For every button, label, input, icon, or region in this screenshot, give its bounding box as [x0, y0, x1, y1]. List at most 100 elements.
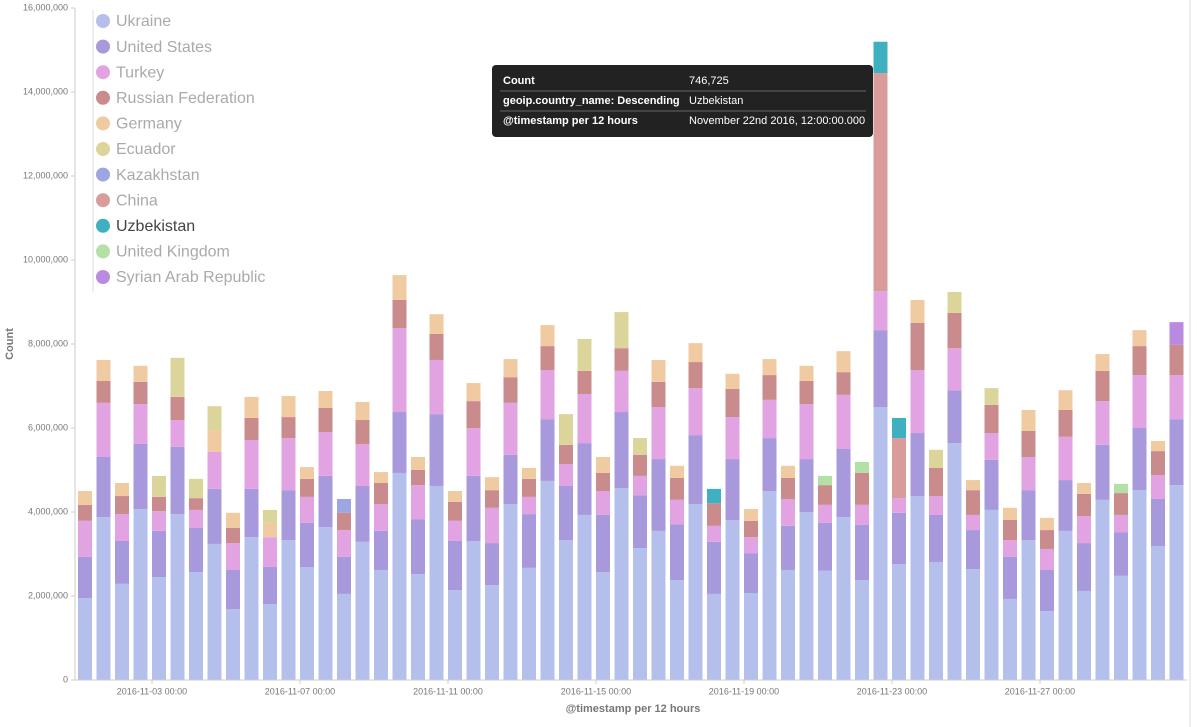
bar-segment — [1169, 419, 1184, 486]
bar-segment — [300, 467, 314, 479]
bar-segment — [688, 343, 703, 363]
bar-segment — [633, 475, 647, 496]
legend-label: Syrian Arab Republic — [116, 269, 265, 286]
bar-segment — [651, 381, 666, 407]
plot — [78, 41, 1184, 680]
bar-segment — [133, 404, 148, 444]
bar-segment — [781, 477, 795, 499]
legend-label: United States — [116, 39, 212, 56]
bar-segment — [1021, 456, 1036, 491]
bar-segment — [189, 572, 203, 680]
bar-segment — [1151, 546, 1165, 680]
bar-segment — [614, 370, 629, 413]
bar-segment — [374, 530, 388, 570]
bar-segment — [281, 417, 296, 439]
bar-segment — [1114, 483, 1128, 494]
bar-segment — [744, 509, 758, 521]
tooltip-key: Count — [503, 75, 535, 87]
bar-segment — [670, 580, 684, 680]
bar-segment — [244, 440, 259, 489]
bar-segment — [1058, 530, 1073, 680]
legend-label: China — [116, 192, 158, 209]
bar-segment — [559, 414, 573, 445]
bar-segment — [836, 517, 851, 680]
bar-segment — [929, 467, 943, 497]
bar-segment — [855, 472, 869, 505]
bar-segment — [318, 391, 333, 408]
bar-segment — [466, 383, 481, 402]
bar-segment — [929, 514, 943, 562]
bar-segment — [1132, 428, 1147, 491]
bar-segment — [966, 514, 980, 531]
bar-segment — [281, 490, 296, 541]
bar-segment — [947, 291, 962, 313]
bar-segment — [818, 570, 832, 680]
bar-segment — [1040, 530, 1054, 549]
bar-segment — [392, 275, 407, 300]
bar-segment — [281, 540, 296, 680]
bar-segment — [170, 514, 185, 680]
bar-segment — [984, 433, 999, 460]
bar-segment — [873, 330, 888, 407]
bar-segment — [133, 509, 148, 680]
bar-segment — [670, 477, 684, 500]
bar-segment — [1077, 483, 1091, 494]
bar-segment — [670, 499, 684, 525]
bar-segment — [503, 359, 518, 378]
bar-segment — [633, 548, 647, 680]
bar-segment — [1077, 543, 1091, 591]
bar-segment — [392, 328, 407, 413]
bar-segment — [651, 359, 666, 382]
bar-segment — [873, 73, 888, 292]
bar-segment — [688, 362, 703, 389]
bar-segment — [96, 456, 111, 518]
bar-segment — [392, 412, 407, 473]
bar-segment — [78, 520, 92, 557]
y-tick-label: 0 — [63, 674, 68, 684]
bar-segment — [244, 396, 259, 418]
bar-segment — [263, 522, 277, 538]
bar-segment — [355, 401, 370, 421]
bar-segment — [1114, 532, 1128, 576]
bar-segment — [355, 541, 370, 680]
bar-segment — [725, 373, 740, 389]
bar-segment — [189, 527, 203, 573]
bar-segment — [577, 443, 592, 515]
bar-segment — [1021, 490, 1036, 541]
y-tick-label: 10,000,000 — [23, 254, 68, 264]
bar-segment — [892, 417, 906, 439]
x-tick-label: 2016-11-07 00:00 — [265, 686, 335, 696]
bar-segment — [1003, 598, 1017, 680]
bar-segment — [115, 483, 129, 497]
bar-segment — [189, 509, 203, 528]
legend-swatch — [96, 193, 110, 208]
bar-segment — [355, 485, 370, 542]
legend-swatch — [96, 14, 110, 28]
bar-segment — [152, 496, 166, 512]
bar-segment — [1095, 444, 1110, 500]
bar-segment — [540, 325, 555, 347]
y-tick-label: 16,000,000 — [23, 2, 68, 12]
bar-segment — [485, 543, 499, 586]
bar-segment — [374, 504, 388, 531]
tooltip-box — [492, 65, 873, 137]
bar-segment — [337, 530, 351, 557]
legend-label: Uzbekistan — [116, 218, 195, 235]
bar-segment — [411, 456, 425, 470]
bar-segment — [207, 430, 222, 452]
bar-segment — [318, 432, 333, 476]
bar-segment — [725, 417, 740, 460]
bar-segment — [910, 433, 925, 497]
bar-segment — [892, 512, 906, 565]
bar-segment — [596, 514, 610, 573]
bar-segment — [337, 498, 351, 513]
legend-label: United Kingdom — [116, 244, 230, 261]
bar-segment — [78, 504, 92, 521]
y-tick-label: 12,000,000 — [23, 170, 68, 180]
bar-segment — [781, 465, 795, 478]
bar-segment — [429, 359, 444, 415]
bar-segment — [762, 491, 777, 680]
bar-segment — [115, 540, 129, 584]
bar-segment — [688, 388, 703, 436]
bar-segment — [281, 396, 296, 418]
